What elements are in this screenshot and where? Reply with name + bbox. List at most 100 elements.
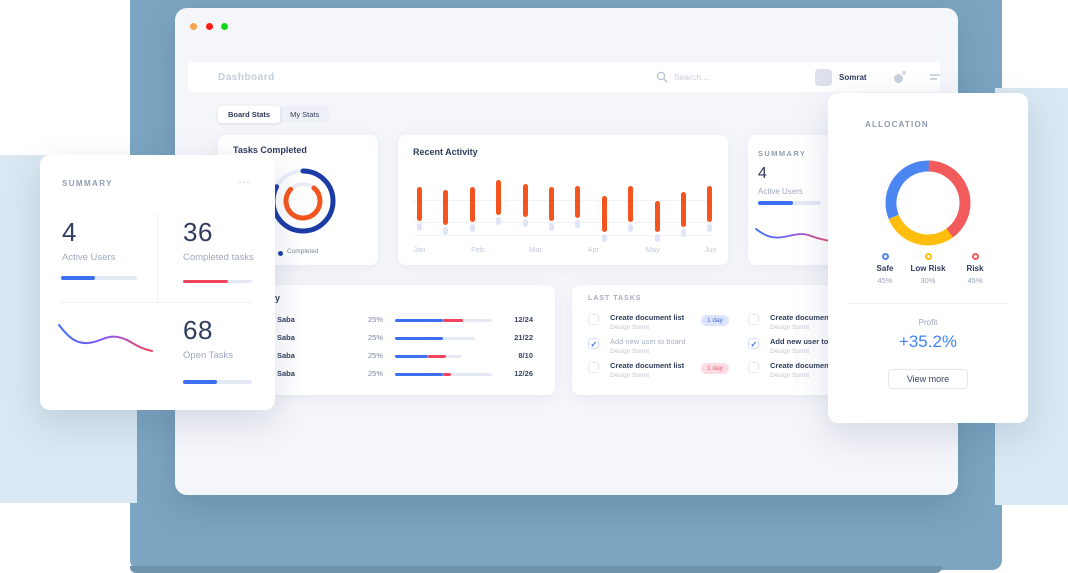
gridline: [413, 222, 713, 223]
activity-bar: [681, 192, 686, 227]
activity-bar-chart: [398, 135, 728, 265]
row-progress-blue: [395, 373, 443, 376]
task-item[interactable]: Create document list Design Sprint: [748, 361, 893, 381]
legend-item-safe: Safe 45%: [862, 253, 908, 285]
table-cell-date: 21/22: [514, 333, 533, 342]
table-cell-percent: 25%: [368, 333, 384, 342]
month-tick-label: Apr: [587, 245, 600, 254]
completed-tasks-progress: [183, 279, 252, 283]
active-users-label: Active Users: [62, 252, 116, 263]
table-row[interactable]: Saba 25% 12/26: [218, 369, 555, 383]
table-cell-date: 12/26: [514, 369, 533, 378]
view-more-button[interactable]: View more: [888, 369, 968, 389]
activity-month-labels: Jan Feb Mar Apr May Jun: [398, 135, 728, 265]
activity-bar-stub: [681, 229, 686, 237]
task-subtitle: Design Sprint: [770, 348, 810, 355]
summary-right-value: 4: [758, 165, 767, 182]
open-tasks-value: 68: [183, 315, 213, 345]
task-item[interactable]: Add new user to board Design Sprint: [748, 337, 893, 357]
table-cell-name: Saba: [277, 351, 295, 360]
task-subtitle: Design Sprint: [610, 348, 650, 355]
tasks-completed-title: Tasks Completed: [233, 145, 307, 155]
allocation-card: ALLOCATION Safe 45% Low Risk 30% Risk 45…: [828, 93, 1028, 423]
task-checkbox[interactable]: [748, 362, 759, 373]
risk-legend-dot: [971, 253, 979, 260]
row-progress-red: [443, 319, 463, 322]
notification-circle: [894, 74, 903, 83]
row-progress-blue: [395, 319, 443, 322]
task-checkbox[interactable]: [748, 314, 759, 325]
divider: [157, 213, 158, 301]
task-item[interactable]: Create document list Design Sprint 1 day: [588, 361, 733, 381]
task-item[interactable]: Create document list Design Sprint: [748, 313, 893, 333]
month-tick-label: Feb: [471, 245, 485, 254]
row-progress-red: [428, 355, 446, 358]
row-progress-blue: [395, 355, 428, 358]
activity-bar: [628, 186, 633, 222]
task-item[interactable]: Add new user to board Design Sprint: [588, 337, 733, 357]
gridline: [413, 235, 713, 236]
task-title: Create document list: [770, 361, 845, 370]
table-row[interactable]: Saba 25% 8/10: [218, 351, 555, 365]
page-title: Dashboard: [218, 72, 275, 83]
search-input[interactable]: [674, 69, 794, 85]
table-cell-date: 12/24: [514, 315, 533, 324]
task-title: Create document list: [610, 361, 685, 370]
task-checkbox[interactable]: [588, 338, 599, 349]
window-zoom-dot[interactable]: [221, 23, 228, 30]
recent-activity-title: Recent Activity: [413, 147, 478, 157]
tasks-completed-donut: [270, 168, 336, 234]
notification-icon[interactable]: [894, 71, 906, 83]
divider: [60, 302, 252, 303]
summary-right-label: Active Users: [758, 187, 803, 196]
summary-wave-chart: [58, 324, 153, 352]
kebab-menu-icon[interactable]: ⋯: [238, 175, 251, 189]
month-tick-label: Mar: [529, 245, 543, 254]
table-cell-date: 8/10: [518, 351, 533, 360]
activity-bar: [470, 187, 475, 222]
window-close-dot[interactable]: [206, 23, 213, 30]
task-title: Create document list: [770, 313, 845, 322]
task-title: Add new user to board: [770, 337, 852, 346]
task-checkbox[interactable]: [588, 314, 599, 325]
month-tick-label: Jan: [413, 245, 426, 254]
risk-label: Risk: [966, 264, 984, 273]
task-title: Create document list: [610, 313, 685, 322]
task-item[interactable]: Create document list Design Sprint 1 day: [588, 313, 733, 333]
table-cell-name: Saba: [277, 369, 295, 378]
open-tasks-label: Open Tasks: [183, 350, 233, 361]
safe-percent: 45%: [877, 276, 893, 285]
task-checkbox[interactable]: [748, 338, 759, 349]
user-avatar[interactable]: [815, 69, 832, 86]
month-tick-label: May: [645, 245, 660, 254]
risk-percent: 45%: [967, 276, 983, 285]
user-name[interactable]: Somrat: [839, 73, 867, 82]
low-risk-label: Low Risk: [910, 264, 946, 273]
menu-icon[interactable]: [930, 74, 940, 82]
task-badge: 1 day: [701, 315, 729, 326]
table-row[interactable]: Saba 25% 12/24: [218, 315, 555, 329]
window-minimize-dot[interactable]: [190, 23, 197, 30]
notification-badge-dot: [902, 71, 906, 75]
activity-bar: [496, 180, 501, 215]
profit-label: Profit: [918, 318, 938, 327]
laptop-base-edge: [130, 566, 942, 573]
table-cell-percent: 25%: [368, 351, 384, 360]
table-row[interactable]: Saba 25% 21/22: [218, 333, 555, 347]
tab-board-stats[interactable]: Board Stats: [218, 106, 281, 123]
summary-right-wave-chart: [755, 228, 831, 242]
task-subtitle: Design Sprint: [610, 324, 650, 331]
table-title-fragment: y: [275, 293, 281, 303]
tab-my-stats[interactable]: My Stats: [290, 110, 320, 119]
divider: [848, 303, 1008, 304]
activity-bar: [602, 196, 607, 232]
allocation-donut-chart: [885, 160, 971, 246]
task-subtitle: Design Sprint: [770, 372, 810, 379]
activity-bar: [549, 187, 554, 221]
low-risk-legend-dot: [924, 253, 932, 260]
activity-bar-stub: [496, 217, 501, 225]
task-checkbox[interactable]: [588, 362, 599, 373]
completed-tasks-label: Completed tasks: [183, 252, 254, 263]
activity-bar-stub: [575, 220, 580, 228]
task-subtitle: Design Sprint: [610, 372, 650, 379]
